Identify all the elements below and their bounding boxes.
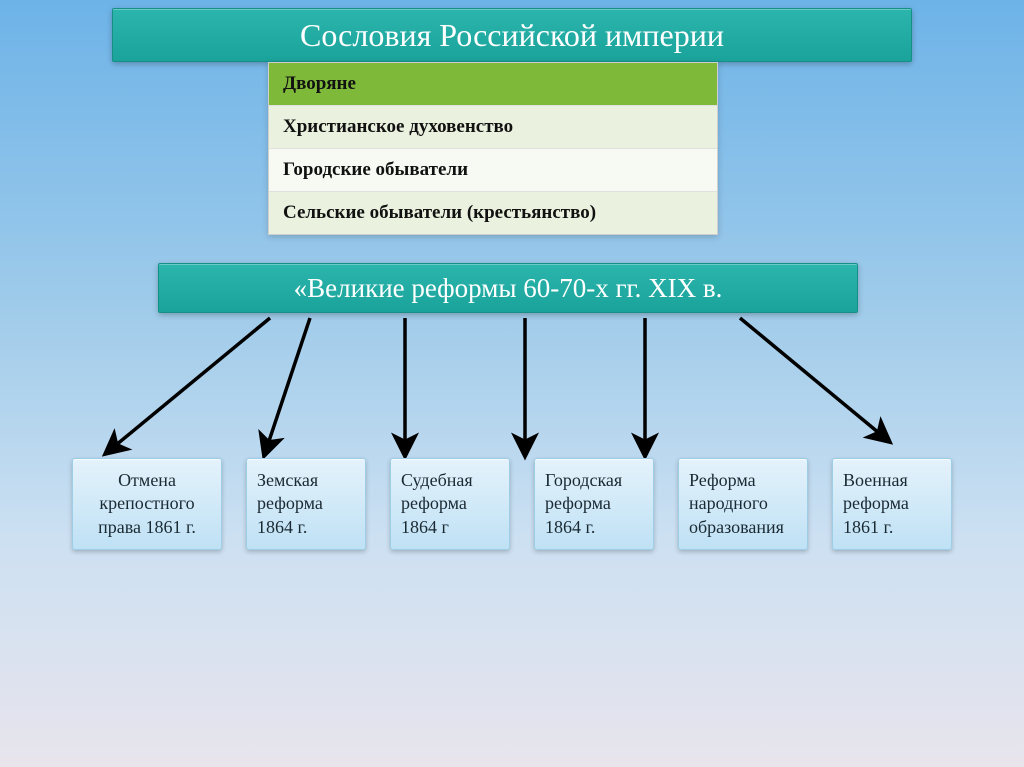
slide-title: Сословия Российской империи [112, 8, 912, 62]
estate-row: Городские обыватели [269, 149, 717, 192]
reform-box: Судебная реформа 1864 г [390, 458, 510, 550]
estates-table: Дворяне Христианское духовенство Городск… [268, 62, 718, 235]
estate-row: Сельские обыватели (крестьянство) [269, 192, 717, 234]
reforms-row: Отмена крепостного права 1861 г. Земская … [0, 458, 1024, 550]
reform-box: Земская реформа 1864 г. [246, 458, 366, 550]
reform-box: Военная реформа 1861 г. [832, 458, 952, 550]
arrow-line [266, 318, 310, 450]
reform-box: Отмена крепостного права 1861 г. [72, 458, 222, 550]
estate-row: Дворяне [269, 63, 717, 106]
reform-box: Городская реформа 1864 г. [534, 458, 654, 550]
estate-row: Христианское духовенство [269, 106, 717, 149]
reforms-subtitle: «Великие реформы 60-70-х гг. XIX в. [158, 263, 858, 313]
reform-box: Реформа народного образования [678, 458, 808, 550]
arrow-line [110, 318, 270, 450]
arrow-line [740, 318, 885, 438]
